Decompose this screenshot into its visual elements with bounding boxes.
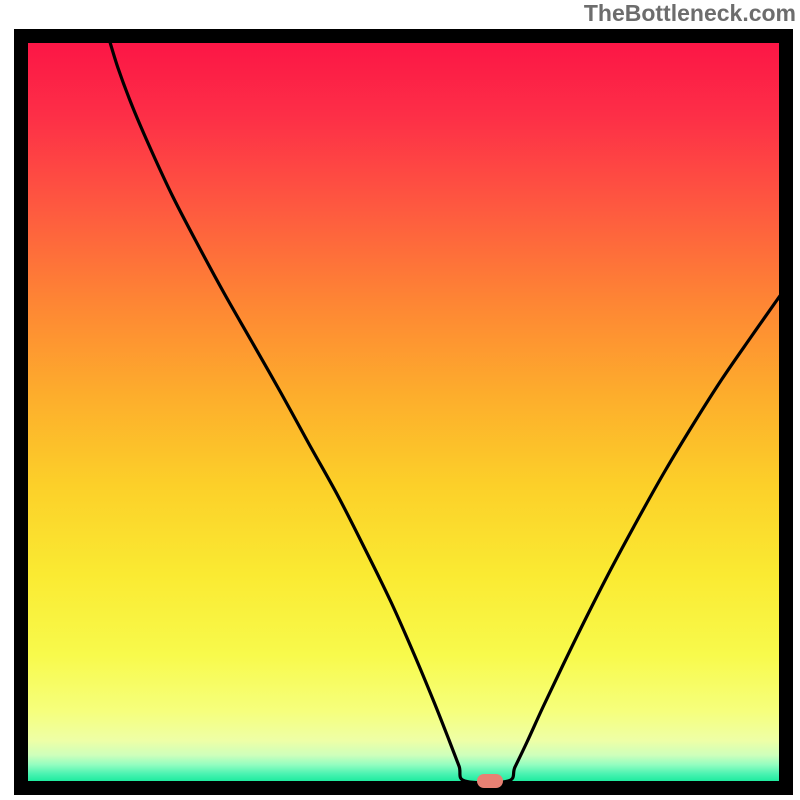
attribution-text: TheBottleneck.com	[584, 0, 796, 27]
curve-path	[107, 43, 779, 781]
bottleneck-curve	[28, 43, 779, 781]
chart-root: TheBottleneck.com	[0, 0, 800, 800]
optimum-marker	[477, 774, 503, 788]
plot-area	[14, 29, 793, 795]
